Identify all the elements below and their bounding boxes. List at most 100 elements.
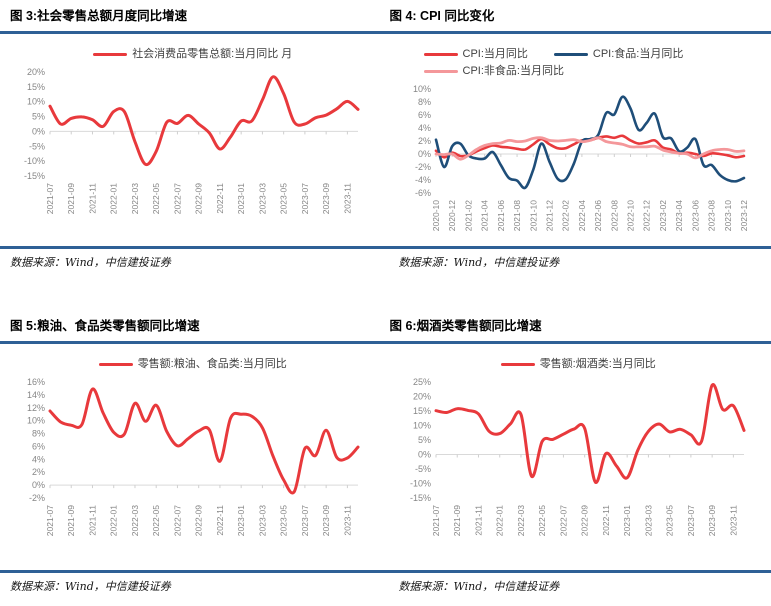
x-axis-label: 2023-03 bbox=[257, 505, 267, 536]
svg-text:2021-06: 2021-06 bbox=[495, 200, 505, 231]
y-axis-tick-label: 20% bbox=[412, 392, 430, 402]
y-axis-tick-label: -10% bbox=[24, 156, 45, 166]
figure-row-bottom: 图 5:粮油、食品类零售额同比增速 图 6:烟酒类零售额同比增速 零售额:粮油、… bbox=[0, 316, 771, 594]
svg-text:2023-07: 2023-07 bbox=[300, 505, 310, 536]
x-axis-label: 2022-07 bbox=[172, 183, 182, 214]
x-axis-label: 2023-09 bbox=[707, 505, 717, 536]
y-axis-tick-label: 10% bbox=[27, 97, 45, 107]
y-axis-tick-label: 16% bbox=[27, 377, 45, 387]
charts-row-top: 社会消费品零售总额:当月同比 月 20% 15% 10% 5% 0% -5% -10% -15… bbox=[0, 34, 771, 246]
svg-text:2022-09: 2022-09 bbox=[194, 183, 204, 214]
legend-item: CPI:当月同比 bbox=[423, 46, 528, 62]
x-axis-label: 2021-08 bbox=[512, 200, 522, 231]
svg-text:2021-09: 2021-09 bbox=[66, 505, 76, 536]
svg-text:2021-07: 2021-07 bbox=[45, 183, 55, 214]
svg-text:2021-07: 2021-07 bbox=[431, 505, 441, 536]
svg-text:2022-06: 2022-06 bbox=[593, 200, 603, 231]
legend-swatch-icon bbox=[553, 52, 588, 56]
figure5-legend: 零售额:粮油、食品类:当月同比 bbox=[0, 356, 386, 372]
x-axis-label: 2023-05 bbox=[664, 505, 674, 536]
y-axis-tick-label: 25% bbox=[412, 377, 430, 387]
figure5-panel: 零售额:粮油、食品类:当月同比 16% 14% 12% 10% 8% 6% 4% 2% 0% -2… bbox=[0, 344, 386, 570]
legend-label: 零售额:烟酒类:当月同比 bbox=[539, 358, 656, 370]
y-axis-tick-label: 8% bbox=[32, 429, 45, 439]
x-axis-label: 2023-11 bbox=[728, 505, 738, 536]
x-axis-label: 2022-11 bbox=[215, 183, 225, 214]
x-axis-label: 2021-06 bbox=[495, 200, 505, 231]
svg-text:2022-07: 2022-07 bbox=[172, 505, 182, 536]
svg-text:2022-11: 2022-11 bbox=[600, 505, 610, 536]
figure-titles-bottom: 图 5:粮油、食品类零售额同比增速 图 6:烟酒类零售额同比增速 bbox=[0, 316, 771, 344]
y-axis-tick-label: 0% bbox=[417, 149, 430, 159]
y-axis-tick-label: -2% bbox=[29, 493, 45, 503]
figure4-source-note: 数据来源：Wind，中信建投证券 bbox=[398, 256, 560, 269]
x-axis-label: 2023-09 bbox=[321, 505, 331, 536]
x-axis-label: 2023-01 bbox=[236, 183, 246, 214]
x-axis-label: 2022-07 bbox=[172, 505, 182, 536]
svg-text:2022-11: 2022-11 bbox=[215, 183, 225, 214]
y-axis-tick-label: -10% bbox=[409, 479, 430, 489]
svg-text:2023-01: 2023-01 bbox=[236, 183, 246, 214]
x-axis-label: 2023-05 bbox=[279, 183, 289, 214]
y-axis-tick-label: 0% bbox=[32, 480, 45, 490]
series-line-1 bbox=[434, 95, 745, 190]
charts-row-bottom: 零售额:粮油、食品类:当月同比 16% 14% 12% 10% 8% 6% 4% 2% 0% -2… bbox=[0, 344, 771, 570]
svg-text:2023-09: 2023-09 bbox=[707, 505, 717, 536]
y-axis-tick-label: 10% bbox=[27, 416, 45, 426]
svg-text:2022-02: 2022-02 bbox=[560, 200, 570, 231]
x-axis-label: 2023-09 bbox=[321, 183, 331, 214]
x-axis-label: 2022-11 bbox=[215, 505, 225, 536]
y-axis-tick-label: 2% bbox=[417, 136, 430, 146]
x-axis-label: 2022-03 bbox=[130, 183, 140, 214]
svg-text:2023-11: 2023-11 bbox=[342, 505, 352, 536]
x-axis-label: 2021-07 bbox=[431, 505, 441, 536]
svg-text:2021-12: 2021-12 bbox=[544, 200, 554, 231]
x-axis-label: 2023-12 bbox=[739, 200, 749, 231]
x-axis-label: 2023-11 bbox=[342, 505, 352, 536]
legend-label: 社会消费品零售总额:当月同比 月 bbox=[132, 48, 293, 60]
y-axis-tick-label: -15% bbox=[409, 493, 430, 503]
svg-text:2023-01: 2023-01 bbox=[622, 505, 632, 536]
figure6-title: 图 6:烟酒类零售额同比增速 bbox=[389, 319, 542, 333]
figure5-title: 图 5:粮油、食品类零售额同比增速 bbox=[10, 319, 200, 333]
svg-text:2021-09: 2021-09 bbox=[452, 505, 462, 536]
figure-titles-top: 图 3:社会零售总额月度同比增速 图 4: CPI 同比变化 bbox=[0, 6, 771, 34]
x-axis-label: 2021-07 bbox=[45, 183, 55, 214]
series-line-0 bbox=[48, 75, 360, 167]
y-axis-tick-label: 8% bbox=[417, 97, 430, 107]
svg-text:2023-05: 2023-05 bbox=[279, 505, 289, 536]
x-axis-label: 2023-04 bbox=[674, 200, 684, 231]
y-axis-tick-label: 10% bbox=[412, 84, 430, 94]
legend-label: CPI:非食品:当月同比 bbox=[462, 65, 564, 77]
svg-text:2023-09: 2023-09 bbox=[321, 505, 331, 536]
y-axis-tick-label: 15% bbox=[27, 82, 45, 92]
legend-swatch-icon bbox=[500, 362, 535, 366]
svg-text:2021-10: 2021-10 bbox=[528, 200, 538, 231]
svg-text:2021-11: 2021-11 bbox=[473, 505, 483, 536]
figure6-legend: 零售额:烟酒类:当月同比 bbox=[386, 356, 771, 372]
x-axis-label: 2022-03 bbox=[130, 505, 140, 536]
svg-text:2023-07: 2023-07 bbox=[300, 183, 310, 214]
y-axis-tick-label: 6% bbox=[417, 110, 430, 120]
x-axis-label: 2021-04 bbox=[479, 200, 489, 231]
x-axis-label: 2022-09 bbox=[194, 183, 204, 214]
svg-text:2022-04: 2022-04 bbox=[576, 200, 586, 231]
svg-text:2022-01: 2022-01 bbox=[494, 505, 504, 536]
legend-swatch-icon bbox=[98, 362, 133, 366]
y-axis-tick-label: -5% bbox=[29, 141, 45, 151]
x-axis-label: 2023-02 bbox=[657, 200, 667, 231]
svg-text:2022-11: 2022-11 bbox=[215, 505, 225, 536]
x-axis-label: 2022-05 bbox=[151, 183, 161, 214]
legend-swatch-icon bbox=[423, 69, 458, 73]
x-axis-label: 2021-09 bbox=[66, 505, 76, 536]
x-axis-label: 2023-01 bbox=[622, 505, 632, 536]
y-axis-tick-label: 14% bbox=[27, 390, 45, 400]
svg-text:2023-12: 2023-12 bbox=[739, 200, 749, 231]
svg-text:2021-02: 2021-02 bbox=[463, 200, 473, 231]
y-axis-tick-label: -15% bbox=[24, 171, 45, 181]
y-axis-tick-label: 4% bbox=[417, 123, 430, 133]
svg-text:2023-11: 2023-11 bbox=[728, 505, 738, 536]
x-axis-label: 2023-10 bbox=[722, 200, 732, 231]
figure-row-top: 图 3:社会零售总额月度同比增速 图 4: CPI 同比变化 社会消费品零售总额… bbox=[0, 6, 771, 270]
figure3-legend: 社会消费品零售总额:当月同比 月 bbox=[0, 46, 386, 62]
